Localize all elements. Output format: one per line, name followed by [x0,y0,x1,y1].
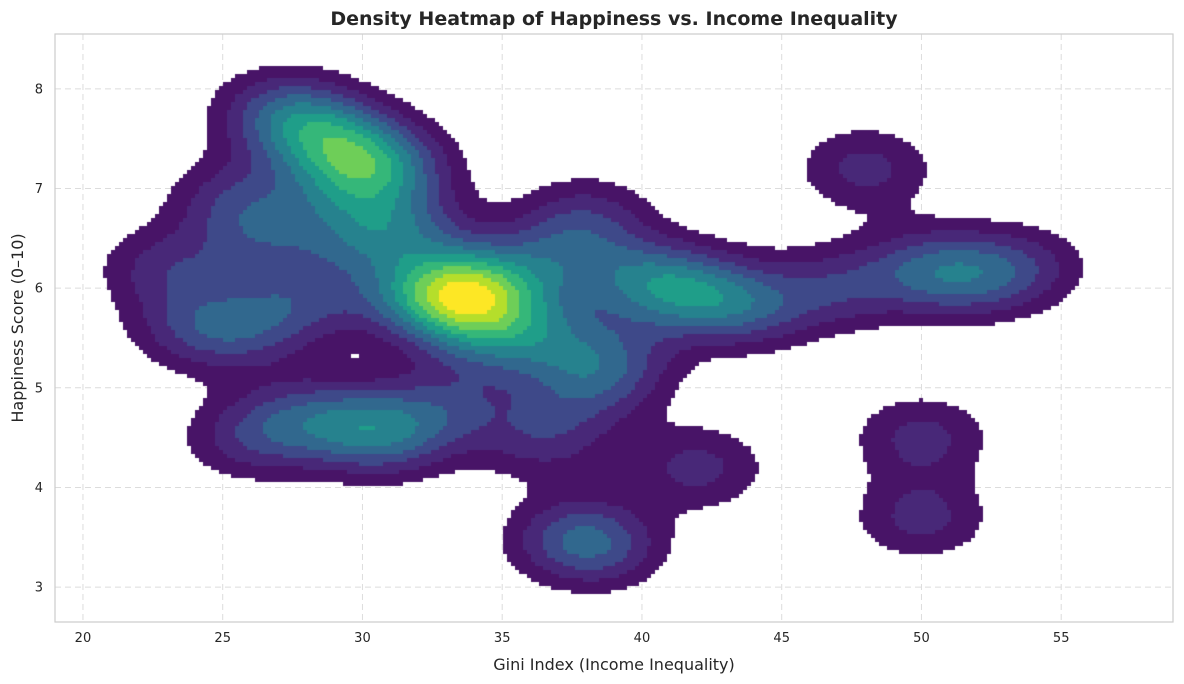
y-tick-label: 7 [35,182,43,197]
y-tick-label: 5 [35,381,43,396]
y-tick-label: 3 [35,581,43,596]
plot-frame [54,33,1174,623]
x-tick-label: 35 [494,631,511,646]
x-tick-label: 40 [634,631,651,646]
y-tick-label: 6 [35,282,43,297]
x-tick-label: 55 [1053,631,1070,646]
density-contour-fill [55,34,1173,622]
x-tick-label: 25 [214,631,231,646]
y-tick-label: 4 [35,481,43,496]
x-tick-label: 30 [354,631,371,646]
x-tick-label: 50 [913,631,930,646]
x-tick-label: 20 [75,631,92,646]
x-axis-title: Gini Index (Income Inequality) [493,655,735,674]
y-tick-label: 8 [35,82,43,97]
x-tick-label: 45 [773,631,790,646]
density-contours [55,34,1173,622]
y-axis-title: Happiness Score (0–10) [8,233,27,422]
chart-title: Density Heatmap of Happiness vs. Income … [330,8,898,30]
